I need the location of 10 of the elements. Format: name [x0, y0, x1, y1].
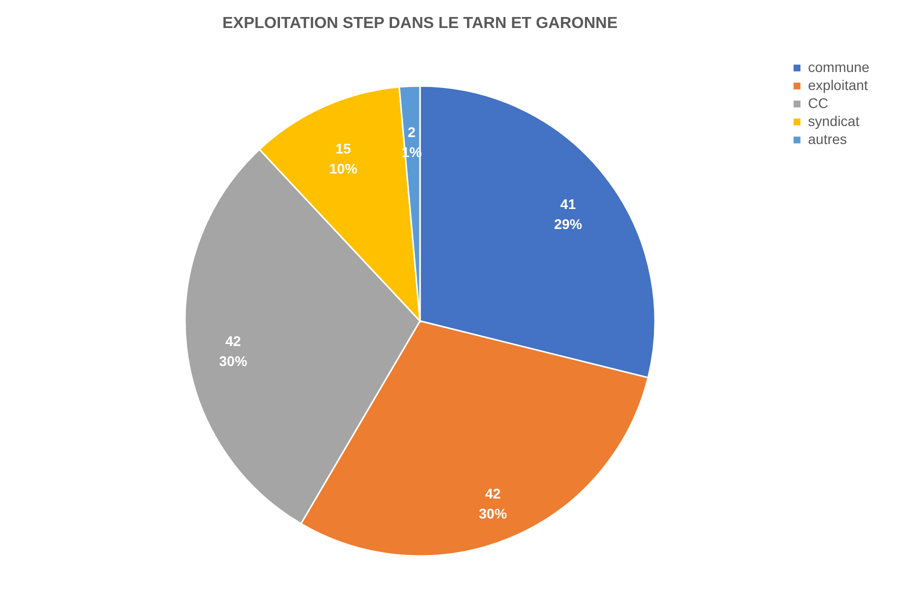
data-label: 15 10%: [329, 140, 358, 176]
legend-label: autres: [808, 131, 847, 147]
data-label: 42 30%: [219, 332, 248, 369]
data-label: 42 30%: [478, 485, 508, 522]
legend-label: commune: [808, 59, 870, 75]
data-label: 41 29%: [554, 196, 583, 232]
legend-label: syndicat: [808, 113, 860, 129]
legend-label: exploitant: [808, 77, 868, 93]
chart-title: EXPLOITATION STEP DANS LE TARN ET GARONNE: [222, 15, 618, 32]
legend-label: CC: [808, 95, 828, 111]
